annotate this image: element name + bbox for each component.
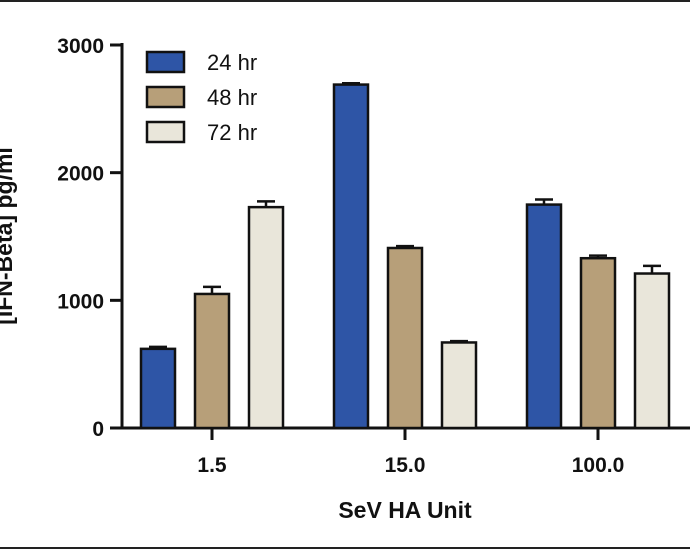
x-axis-title: SeV HA Unit bbox=[338, 497, 472, 523]
y-tick-label-2000: 2000 bbox=[57, 163, 104, 186]
y-tick-label-0: 0 bbox=[92, 418, 104, 441]
bar-24hr-100.0 bbox=[525, 203, 563, 430]
bar-24hr-15.0 bbox=[332, 83, 370, 430]
bar-48hr-100.0 bbox=[579, 256, 617, 430]
bar-24hr-1.5 bbox=[139, 347, 177, 430]
legend-label-24hr: 24 hr bbox=[207, 50, 257, 75]
x-tick-label-15.0: 15.0 bbox=[385, 454, 426, 477]
legend-label-72hr: 72 hr bbox=[207, 120, 257, 145]
bar-72hr-15.0 bbox=[440, 341, 478, 430]
y-axis-title: [IFN-Beta] pg/ml bbox=[0, 147, 17, 325]
bars bbox=[139, 82, 671, 430]
legend-label-48hr: 48 hr bbox=[207, 85, 257, 110]
bar-48hr-1.5 bbox=[193, 292, 231, 430]
bar-48hr-15.0 bbox=[386, 246, 424, 430]
y-tick-label-3000: 3000 bbox=[57, 35, 104, 58]
legend-swatch-48hr bbox=[145, 85, 186, 109]
x-tick-label-1.5: 1.5 bbox=[197, 454, 227, 477]
x-tick-label-100.0: 100.0 bbox=[572, 454, 625, 477]
legend-swatch-24hr bbox=[145, 50, 186, 74]
legend: 24 hr 48 hr 72 hr bbox=[145, 50, 257, 145]
bar-72hr-100.0 bbox=[633, 272, 671, 430]
y-tick-label-1000: 1000 bbox=[57, 290, 104, 313]
legend-swatch-72hr bbox=[145, 120, 186, 144]
bar-72hr-1.5 bbox=[247, 205, 285, 430]
